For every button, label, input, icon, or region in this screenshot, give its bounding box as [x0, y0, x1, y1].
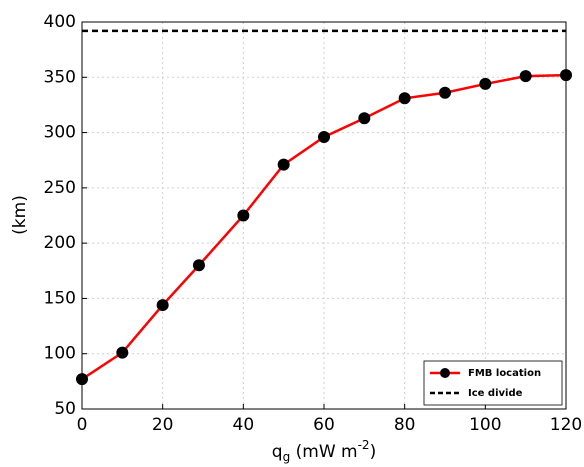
x-tick-label: 0 [77, 415, 88, 435]
y-tick-label: 400 [44, 12, 76, 32]
x-tick-label: 20 [152, 415, 174, 435]
data-point [318, 130, 330, 143]
data-point [398, 92, 411, 105]
data-point [116, 346, 129, 359]
legend-label: Ice divide [468, 388, 523, 399]
x-tick-label: 80 [394, 415, 416, 435]
data-point [519, 70, 532, 83]
y-tick-label: 150 [44, 288, 76, 308]
y-tick-label: 350 [44, 67, 76, 87]
x-label-main: q [272, 442, 283, 462]
data-point [237, 209, 250, 222]
legend-label: FMB location [468, 368, 541, 379]
x-tick-label: 40 [233, 415, 255, 435]
data-point [156, 299, 169, 312]
x-tick-label: 60 [313, 415, 335, 435]
data-point [479, 77, 492, 90]
legend-marker [440, 368, 450, 378]
data-point [76, 373, 88, 386]
data-point [358, 112, 371, 125]
x-label-unit: (mW m [290, 442, 357, 462]
y-tick-label: 250 [44, 178, 76, 198]
y-axis-label: (km) [10, 195, 30, 235]
x-tick-label: 100 [469, 415, 501, 435]
x-label-sup: -2 [358, 438, 370, 452]
data-point [439, 86, 451, 99]
x-label-end: ) [370, 442, 377, 462]
y-tick-label: 50 [54, 399, 76, 419]
x-tick-label: 120 [550, 415, 582, 435]
y-tick-label: 200 [44, 233, 76, 253]
data-point [192, 259, 205, 272]
y-tick-label: 100 [44, 344, 76, 364]
x-axis-label: qg (mW m-2) [272, 438, 376, 464]
data-point [277, 158, 290, 171]
plot-frame [81, 21, 567, 410]
x-label-sub: g [283, 450, 291, 464]
y-tick-label: 300 [44, 123, 76, 143]
legend-box [423, 360, 563, 406]
data-point [560, 69, 572, 82]
